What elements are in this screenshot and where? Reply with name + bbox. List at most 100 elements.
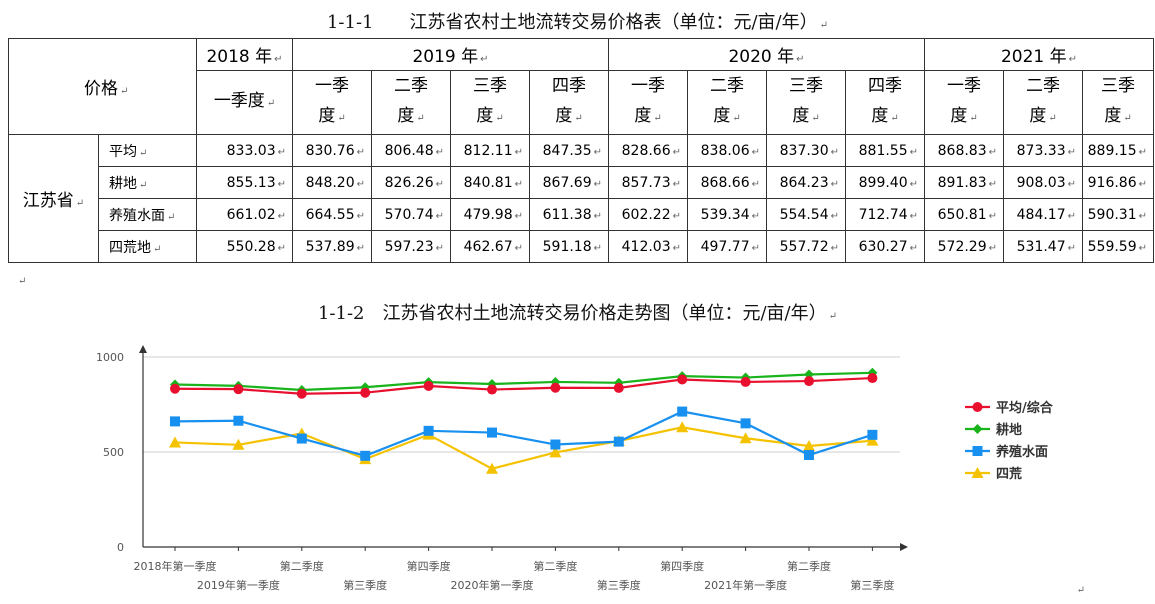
y-tick-label: 500 [103,446,124,459]
price-table: 价格 ↵ 2018 年 ↵ 2019 年 ↵ 2020 年 ↵ 2021 年 ↵ 一季度 ↵… [7,38,1155,263]
x-tick-label: 第二季度 [533,559,577,573]
price-cell: 889.15 ↵ [1082,134,1155,167]
legend-marker [972,424,983,434]
data-point [423,425,434,436]
table-row: 养殖水面 ↵ 661.02 ↵ 664.55 ↵ 570.74 ↵ 479.98 ↵ 611.38 ↵… [9,198,1155,231]
data-point [867,429,878,440]
data-point [549,446,562,458]
legend-marker [972,402,983,412]
price-cell: 838.06 ↵ [687,134,768,167]
legend-marker [972,446,983,456]
data-point [296,433,307,444]
data-point [233,415,244,426]
table-row: 耕地 ↵ 855.13 ↵ 848.20 ↵ 826.26 ↵ 840.81 ↵ 867.69 ↵ 85… [9,166,1155,199]
quarter-header: 二季度 ↵ [687,70,768,135]
price-cell: 916.86 ↵ [1082,166,1155,199]
data-point [867,373,878,384]
legend-marker [971,467,984,478]
row-label: 耕地 ↵ [97,166,198,199]
data-point [613,436,624,447]
data-point [232,438,245,450]
data-point [487,427,497,438]
paragraph-mark: ↵ [18,276,27,287]
price-cell: 908.03 ↵ [1003,166,1084,199]
paragraph-mark: ↵ [1076,585,1085,596]
quarter-header: 四季度 ↵ [845,70,926,135]
price-cell: 826.26 ↵ [371,166,452,199]
price-cell: 847.35 ↵ [529,134,610,167]
year-header: 2021 年 ↵ [924,38,1155,71]
data-point [550,382,561,393]
data-point [866,434,879,446]
data-point [740,376,751,387]
year-header: 2018 年 ↵ [196,38,294,71]
data-point [169,436,181,448]
row-label: 平均 ↵ [97,134,198,167]
year-header: 2019 年 ↵ [292,38,610,71]
table-row: 江苏省 ↵ 平均 ↵ 833.03 ↵ 830.76 ↵ 806.48 ↵ 812.11 ↵ 847.3… [8,134,1155,263]
price-cell: 650.81 ↵ [924,198,1005,231]
x-tick-label: 第三季度 [597,578,641,592]
data-point [170,383,180,394]
price-cell: 497.77 ↵ [687,230,768,263]
series-line [174,376,873,395]
x-axis-arrow [900,543,908,551]
price-cell: 899.40 ↵ [845,166,926,199]
price-cell: 557.72 ↵ [766,230,847,263]
price-cell: 848.20 ↵ [292,166,373,199]
price-cell: 833.03 ↵ [196,134,294,167]
x-tick-label: 2020年第一季度 [451,578,534,592]
price-cell: 812.11 ↵ [450,134,531,167]
price-cell: 572.29 ↵ [924,230,1005,263]
price-cell: 550.28 ↵ [196,230,294,263]
y-tick-label: 0 [117,541,124,554]
province-cell: 江苏省 ↵ [8,134,99,263]
x-tick-label: 第三季度 [343,578,387,592]
series-line [174,371,873,392]
price-cell: 868.66 ↵ [687,166,768,199]
series-line [174,410,873,457]
price-cell: 806.48 ↵ [371,134,452,167]
data-point [170,416,180,427]
quarter-header: 三季度 ↵ [1082,70,1155,135]
price-cell: 855.13 ↵ [196,166,294,199]
price-cell: 539.34 ↵ [687,198,768,231]
price-cell: 864.23 ↵ [766,166,847,199]
y-axis-arrow [139,345,147,353]
price-cell: 591.18 ↵ [529,230,610,263]
price-cell: 462.67 ↵ [450,230,531,263]
row-label: 四荒地 ↵ [97,230,198,263]
data-point [804,450,814,461]
x-tick-label: 2019年第一季度 [197,578,280,592]
data-point [360,387,371,398]
price-cell: 661.02 ↵ [196,198,294,231]
price-cell: 630.27 ↵ [845,230,926,263]
price-cell: 479.98 ↵ [450,198,531,231]
data-point [550,439,561,450]
x-tick-label: 第四季度 [407,559,451,573]
quarter-header: 一季度 ↵ [196,70,294,135]
x-tick-label: 第二季度 [787,559,831,573]
x-tick-label: 第三季度 [850,578,894,592]
data-point [296,388,307,399]
legend-label: 养殖水面 [995,444,1048,460]
table-row: 四荒地 ↵ 550.28 ↵ 537.89 ↵ 597.23 ↵ 462.67 ↵ 591.18 ↵ 4… [9,230,1155,263]
row-label: 养殖水面 ↵ [97,198,198,231]
data-point [233,384,244,395]
data-point [486,462,498,474]
price-header: 价格 ↵ [7,38,198,135]
y-tick-label: 1000 [96,351,124,364]
price-cell: 611.38 ↵ [529,198,610,231]
price-cell: 597.23 ↵ [371,230,452,263]
legend-label: 耕地 [996,422,1022,438]
quarter-header: 三季度 ↵ [450,70,531,135]
data-point [739,432,752,444]
price-cell: 554.54 ↵ [766,198,847,231]
price-cell: 867.69 ↵ [529,166,610,199]
price-cell: 559.59 ↵ [1082,230,1155,263]
data-point [487,384,497,395]
data-point [740,418,751,429]
data-point [423,381,434,392]
legend-label: 平均/综合 [996,400,1054,416]
